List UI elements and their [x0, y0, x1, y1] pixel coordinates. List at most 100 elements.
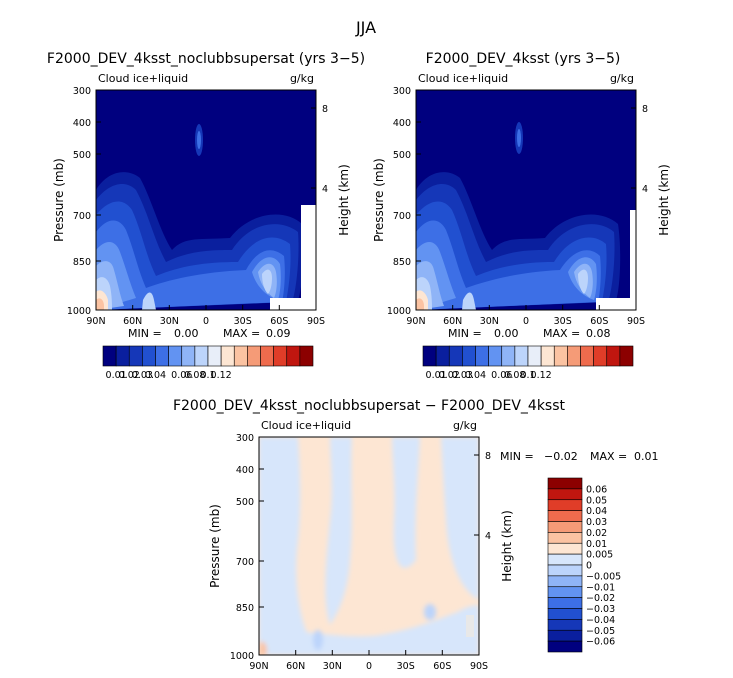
- panel-2-x-ticks: 90N 60N 30N 0 30S 60S 90S: [406, 305, 645, 327]
- colorbar-label: −0.02: [586, 593, 615, 604]
- colorbar-swatch: [547, 575, 583, 588]
- panel-1-y-tick-label: 1000: [67, 306, 91, 317]
- panel-1-y-tick-label: 400: [73, 118, 91, 129]
- colorbar-swatch: [547, 586, 583, 598]
- panel-2-y-ticks: 300 400 500 700 850 1000: [387, 86, 421, 317]
- panel-1-x-tick-label: 90S: [307, 316, 325, 327]
- colorbar-swatch: [547, 521, 583, 533]
- colorbar-swatch: [260, 345, 274, 367]
- colorbar-swatch: [448, 345, 463, 367]
- panel-2-height-tick-label: 4: [642, 184, 648, 195]
- colorbar-label: 0.08: [184, 370, 205, 381]
- colorbar-swatch: [547, 477, 583, 490]
- colorbar-swatch: [422, 345, 437, 367]
- panel-3-x-tick-label: 0: [366, 661, 372, 672]
- colorbar-swatch: [488, 345, 503, 367]
- panel-1-x-ticks: 90N 60N 30N 0 30S 60S 90S: [86, 305, 325, 327]
- panel-1-x-tick-label: 90N: [86, 316, 105, 327]
- colorbar-swatch: [547, 510, 583, 522]
- colorbar-swatch: [547, 542, 583, 555]
- colorbar-swatch: [155, 345, 169, 367]
- colorbar-swatch: [462, 345, 476, 367]
- panel-3-x-tick-label: 60N: [286, 661, 305, 672]
- colorbar-swatch: [547, 640, 583, 653]
- panel-3-height-tick-label: 8: [485, 451, 491, 462]
- panel-2-y-tick-label: 300: [393, 86, 411, 97]
- panel-3-y2-axis-label: Height (km): [500, 510, 514, 581]
- colorbar-label: 0.02: [586, 528, 607, 539]
- panel-1-contour-field: [96, 90, 316, 310]
- panel-1-y2-axis-label: Height (km): [337, 164, 351, 235]
- panel-3-colorbar: 0.060.050.040.030.020.010.0050−0.005−0.0…: [547, 477, 621, 653]
- panel-1-units-label: g/kg: [290, 72, 314, 85]
- colorbar-swatch: [514, 345, 529, 367]
- panel-1-variable-label: Cloud ice+liquid: [98, 72, 188, 85]
- panel-3-y-tick-label: 1000: [230, 651, 254, 662]
- panel-1-x-tick-label: 30N: [160, 316, 179, 327]
- colorbar-label: 0.06: [586, 484, 607, 495]
- colorbar-swatch: [286, 345, 301, 367]
- panel-2-x-tick-label: 90S: [627, 316, 645, 327]
- colorbar-swatch: [435, 345, 450, 367]
- panel-1-y-ticks: 300 400 500 700 850 1000: [67, 86, 101, 317]
- panel-3-title: F2000_DEV_4ksst_noclubbsupersat − F2000_…: [173, 398, 566, 414]
- panel-2-min-label: MIN =: [448, 327, 482, 340]
- panel-3-x-tick-label: 30N: [323, 661, 342, 672]
- colorbar-swatch: [299, 345, 314, 367]
- colorbar-swatch: [580, 345, 594, 367]
- panel-1-x-tick-label: 30S: [234, 316, 252, 327]
- panel-3-x-ticks: 90N 60N 30N 0 30S 60S 90S: [249, 650, 488, 672]
- panel-3-y-tick-label: 700: [236, 557, 254, 568]
- panel-2-y-tick-label: 700: [393, 211, 411, 222]
- colorbar-label: 0: [586, 561, 592, 572]
- panel-2-y-axis-label: Pressure (mb): [372, 158, 386, 242]
- colorbar-label: −0.05: [586, 626, 615, 637]
- panel-3-x-tick-label: 30S: [397, 661, 415, 672]
- colorbar-label: 0.05: [586, 495, 607, 506]
- panel-1-y-tick-label: 300: [73, 86, 91, 97]
- colorbar-label: 0.12: [211, 370, 232, 381]
- colorbar-swatch: [527, 345, 542, 367]
- colorbar-swatch: [273, 345, 288, 367]
- panel-2-y-tick-label: 850: [393, 257, 411, 268]
- colorbar-swatch: [181, 345, 196, 367]
- colorbar-swatch: [247, 345, 261, 367]
- colorbar-label: 0.01: [586, 539, 607, 550]
- colorbar-label: 0.1: [200, 370, 215, 381]
- colorbar-label: 0.08: [504, 370, 525, 381]
- colorbar-label: 0.03: [452, 370, 473, 381]
- colorbar-label: 0.1: [520, 370, 535, 381]
- colorbar-label: 0.03: [586, 517, 607, 528]
- colorbar-swatch: [115, 345, 130, 367]
- colorbar-swatch: [102, 345, 117, 367]
- panel-1-title: F2000_DEV_4ksst_noclubbsupersat (yrs 3−5…: [47, 51, 365, 67]
- panel-2-units-label: g/kg: [610, 72, 634, 85]
- panel-1-min-label: MIN =: [128, 327, 162, 340]
- colorbar-label: 0.04: [465, 370, 486, 381]
- colorbar-swatch: [547, 553, 583, 566]
- colorbar-label: 0.06: [491, 370, 512, 381]
- colorbar-swatch: [220, 345, 235, 367]
- panel-3-variable-label: Cloud ice+liquid: [261, 419, 351, 432]
- panel-3-height-tick-label: 4: [485, 531, 491, 542]
- panel-2: F2000_DEV_4ksst (yrs 3−5) Cloud ice+liqu…: [372, 51, 671, 381]
- colorbar-swatch: [207, 345, 222, 367]
- panel-1-y2-ticks: 8 4: [311, 104, 328, 195]
- colorbar-label: −0.06: [586, 637, 615, 648]
- panel-1-x-tick-label: 60N: [123, 316, 142, 327]
- panel-2-y-tick-label: 500: [393, 150, 411, 161]
- panel-2-contour-field: [416, 90, 636, 310]
- colorbar-swatch: [567, 345, 581, 367]
- colorbar-swatch: [128, 345, 143, 367]
- panel-1-min-value: 0.00: [174, 327, 199, 340]
- colorbar-swatch: [547, 499, 583, 511]
- colorbar-swatch: [547, 532, 583, 544]
- panel-3-x-tick-label: 60S: [433, 661, 451, 672]
- panel-1-colorbar: 0.010.020.030.04 0.060.080.10.12: [102, 345, 314, 381]
- panel-2-y-tick-label: 400: [393, 118, 411, 129]
- panel-2-max-value: 0.08: [586, 327, 611, 340]
- colorbar-swatch: [475, 345, 489, 367]
- panel-3-y-tick-label: 850: [236, 603, 254, 614]
- colorbar-label: 0.06: [171, 370, 192, 381]
